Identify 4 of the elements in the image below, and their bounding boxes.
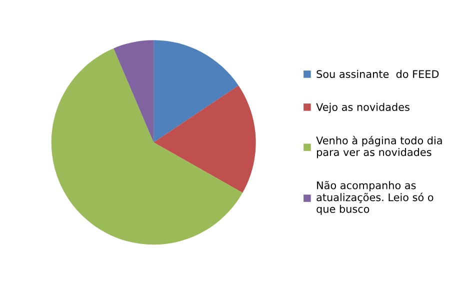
legend-label: Venho à página todo dia para ver as novidades: [316, 136, 442, 158]
legend-label: Sou assinante do FEED: [316, 70, 439, 78]
legend-label: Vejo as novidades: [316, 102, 410, 114]
legend-label: Não acompanho as atualizações. Leio só o que busco: [316, 181, 434, 215]
